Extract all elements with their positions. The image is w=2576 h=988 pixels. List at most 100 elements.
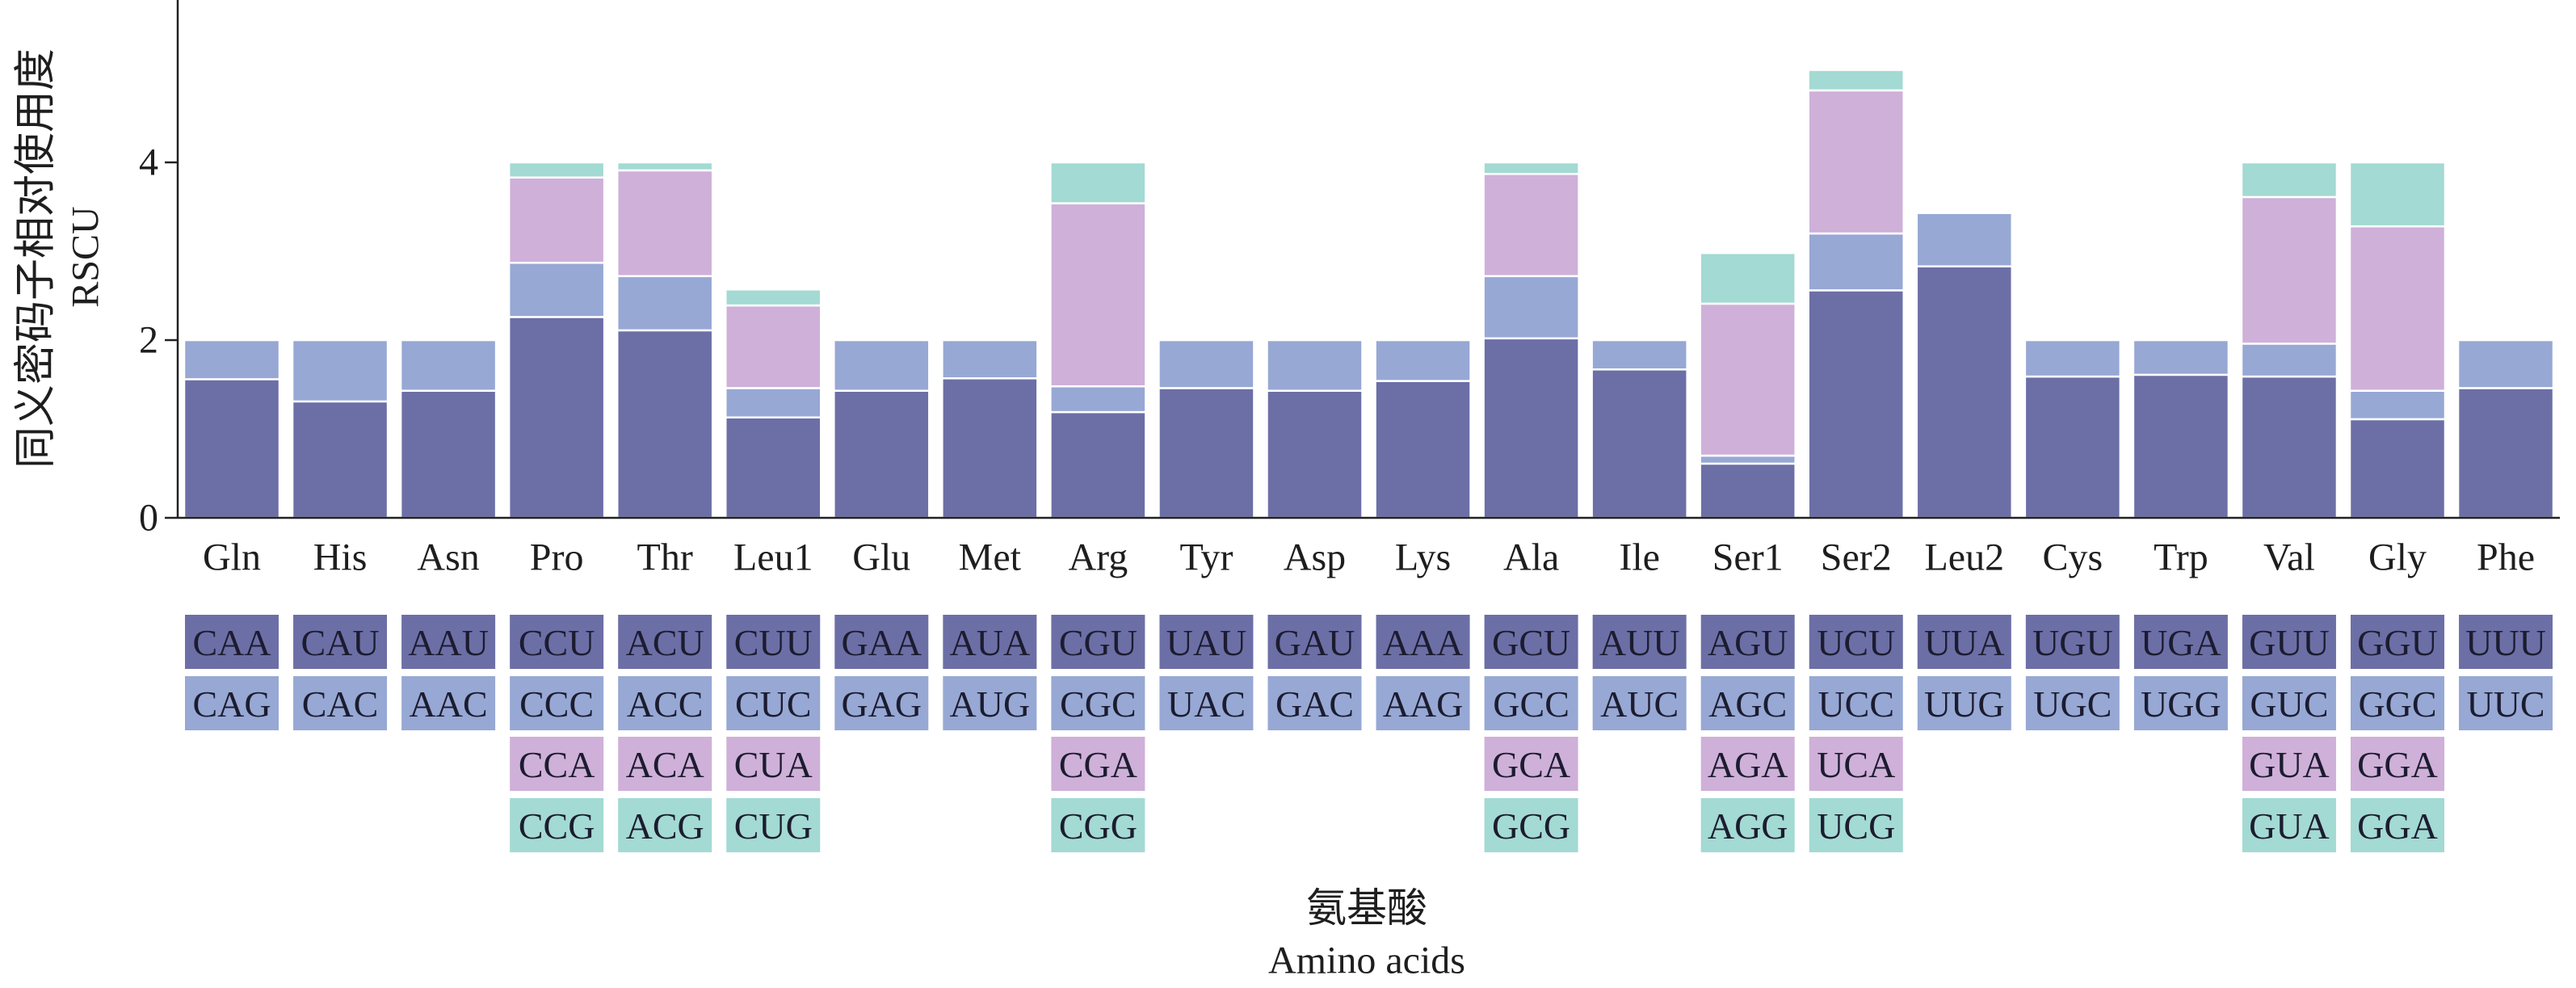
codon-box-fill [2133, 615, 2228, 669]
bar-segment-leu1-2 [725, 387, 822, 418]
codon-box-fill [1267, 676, 1362, 730]
codon-label-trp-1: UGA [2141, 622, 2221, 663]
bar-segment-ser2-1 [1807, 289, 1905, 519]
codon-label-ile-2: AUC [1600, 683, 1679, 725]
x-tick-label-pro: Pro [530, 536, 584, 579]
bar-segment-ser1-3 [1699, 302, 1796, 457]
codon-box-trp-2: UGG [2133, 676, 2228, 730]
codon-label-val-3: GUA [2249, 744, 2330, 785]
codon-label-met-1: AUA [950, 622, 1031, 663]
codon-label-phe-1: UUU [2465, 622, 2546, 663]
codon-label-leu1-4: CUG [734, 805, 813, 847]
codon-box-fill [2242, 676, 2336, 730]
codon-box-fill [1484, 737, 1578, 791]
bar-segment-lys-2 [1374, 338, 1472, 382]
bar-segment-arg-4 [1049, 161, 1147, 204]
bar-segment-glu-1 [833, 389, 931, 519]
x-tick-label-phe: Phe [2477, 536, 2535, 579]
codon-label-leu1-1: CUU [734, 622, 813, 663]
codon-box-fill [2351, 737, 2444, 791]
codon-box-fill [1917, 615, 2011, 669]
codon-box-leu2-1: UUA [1917, 615, 2011, 669]
codon-box-gln-2: CAG [185, 676, 279, 730]
bar-segment-pro-1 [507, 316, 606, 519]
bar-segment-thr-3 [616, 169, 714, 278]
bar-leu1 [725, 288, 822, 519]
bar-segment-asn-2 [399, 338, 498, 392]
y-ticks: 0 2 4 [139, 141, 178, 540]
bar-lys [1374, 338, 1472, 519]
codon-label-pro-1: CCU [519, 622, 595, 663]
codon-box-fill [2351, 615, 2444, 669]
codon-box-fill [1051, 676, 1145, 730]
codon-box-gln-1: CAA [185, 615, 279, 669]
codon-box-cys-2: UGC [2025, 676, 2120, 730]
x-tick-label-gly: Gly [2368, 536, 2427, 579]
codon-label-val-1: GUU [2249, 622, 2330, 663]
codon-box-phe-2: UUC [2459, 676, 2553, 730]
codon-box-fill [1267, 615, 1362, 669]
bar-thr [616, 161, 714, 519]
bar-segment-leu2-1 [1915, 265, 2014, 519]
bar-segment-ala-4 [1482, 161, 1580, 175]
codon-box-fill [834, 676, 929, 730]
codon-box-fill [2025, 615, 2120, 669]
codon-box-fill [1700, 737, 1795, 791]
codon-box-fill [1484, 615, 1578, 669]
bar-segment-ser2-4 [1807, 69, 1905, 92]
codon-box-fill [943, 676, 1037, 730]
codon-box-leu1-1: CUU [726, 615, 821, 669]
x-tick-label-trp: Trp [2154, 536, 2208, 579]
bar-segment-ile-2 [1591, 338, 1688, 371]
codon-box-asn-1: AAU [401, 615, 496, 669]
bar-segment-val-2 [2240, 343, 2339, 378]
codon-box-gly-2: GGC [2351, 676, 2444, 730]
codon-box-fill [1592, 615, 1687, 669]
x-tick-label-cys: Cys [2042, 536, 2103, 579]
codon-box-ala-1: GCU [1484, 615, 1578, 669]
x-tick-label-met: Met [959, 536, 1022, 579]
codon-box-fill [726, 737, 821, 791]
codon-box-ser1-3: AGA [1700, 737, 1795, 791]
codon-box-gly-3: GGA [2351, 737, 2444, 791]
codon-box-ala-2: GCC [1484, 676, 1578, 730]
codon-label-asn-1: AAU [408, 622, 489, 663]
codon-label-thr-3: ACA [626, 744, 704, 785]
x-axis-title-cn: 氨基酸 [1306, 885, 1427, 931]
codon-box-fill [1809, 615, 1903, 669]
codon-box-fill [2133, 676, 2228, 730]
bar-gly [2348, 161, 2447, 519]
codon-box-arg-2: CGC [1051, 676, 1145, 730]
bar-trp [2132, 338, 2230, 519]
bar-segment-ala-2 [1482, 275, 1580, 340]
codon-box-glu-1: GAA [834, 615, 929, 669]
codon-box-fill [185, 615, 279, 669]
codon-box-tyr-2: UAC [1159, 676, 1254, 730]
codon-box-fill [1700, 798, 1795, 852]
bar-segment-phe-2 [2456, 338, 2555, 389]
codon-box-fill [2242, 615, 2336, 669]
codon-label-ser2-1: UCU [1817, 622, 1895, 663]
codon-label-his-2: CAC [302, 683, 379, 725]
codon-box-cys-1: UGU [2025, 615, 2120, 669]
x-tick-labels: Gln His Asn Pro Thr Leu1 Glu Met Arg Tyr Asp Lys Ala… [203, 536, 2535, 579]
bar-segment-gly-2 [2348, 389, 2447, 421]
codon-box-thr-4: ACG [618, 798, 712, 852]
bar-segment-arg-2 [1049, 385, 1147, 414]
codon-boxes-layer: CAA CAG CAU CAC AAU AAC CCU CCC CCA CCG ACU ACC ACA A… [185, 615, 2553, 852]
codon-box-arg-3: CGA [1051, 737, 1145, 791]
bar-segment-val-1 [2240, 375, 2339, 519]
bar-ser2 [1807, 69, 1905, 519]
codon-label-glu-1: GAA [841, 622, 922, 663]
x-tick-label-gln: Gln [203, 536, 261, 579]
codon-box-fill [2459, 615, 2553, 669]
codon-label-ser2-2: UCC [1817, 683, 1894, 725]
y-tick-label-4: 4 [139, 141, 158, 184]
bar-segment-his-2 [291, 338, 389, 403]
codon-box-fill [1051, 737, 1145, 791]
codon-label-ser1-4: AGG [1708, 805, 1788, 847]
bar-segment-gly-4 [2348, 161, 2447, 228]
codon-label-met-2: AUG [950, 683, 1031, 725]
codon-box-met-1: AUA [943, 615, 1037, 669]
